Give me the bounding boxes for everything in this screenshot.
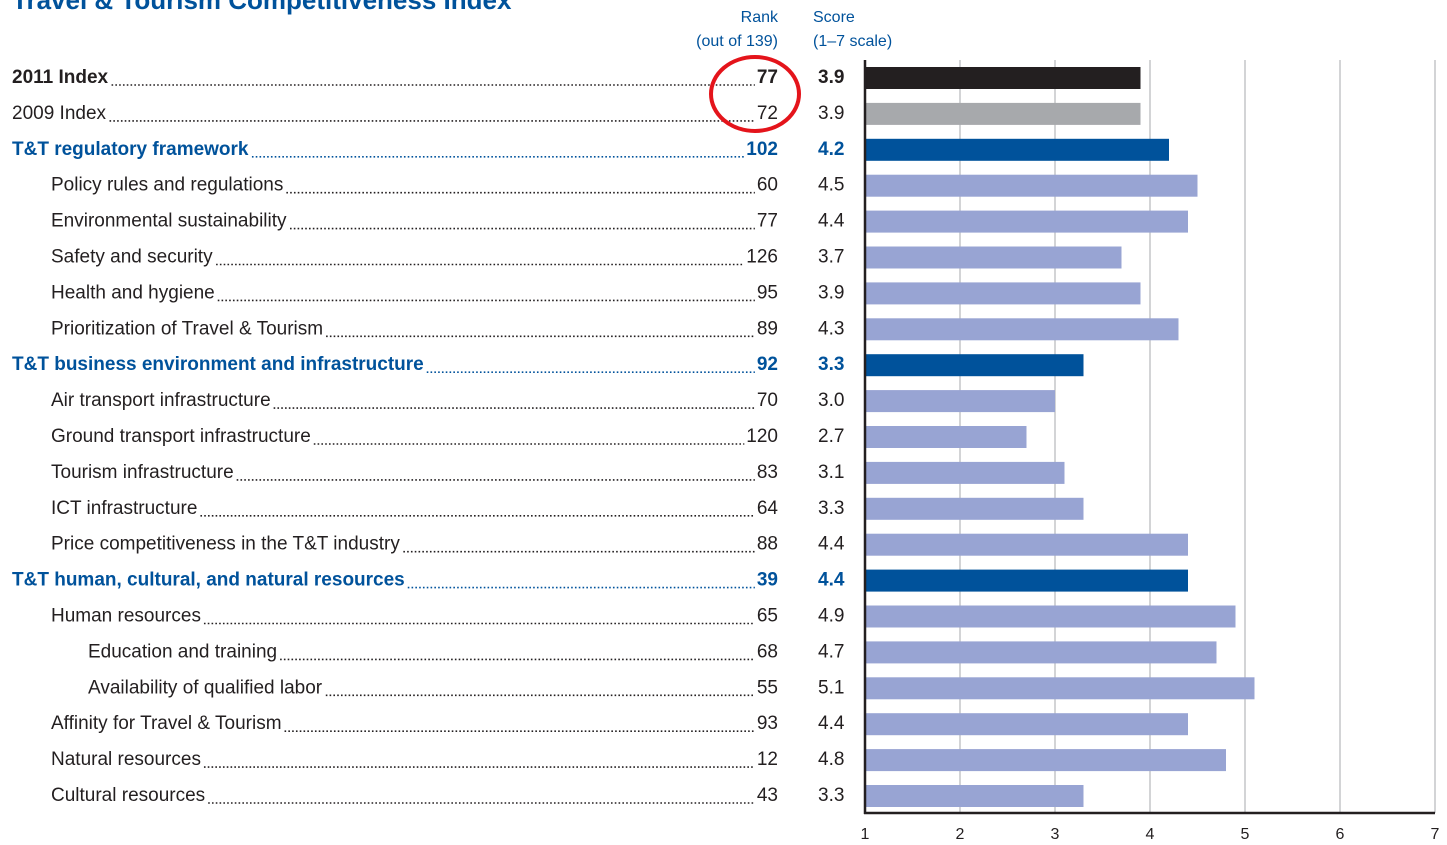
bar	[865, 785, 1084, 807]
rank: 65	[757, 606, 778, 627]
score-label: 3.7	[818, 247, 844, 268]
bar	[865, 569, 1188, 592]
chart-title: Travel & Tourism Competitiveness Index	[12, 0, 512, 15]
rank: 55	[757, 677, 778, 698]
score-subheader: (1–7 scale)	[813, 33, 892, 50]
rank: 72	[757, 103, 778, 124]
bar	[865, 641, 1217, 664]
x-tick-label: 1	[861, 826, 870, 843]
score-label: 4.8	[818, 749, 844, 770]
score-label: 4.2	[818, 139, 844, 160]
bar	[865, 246, 1122, 269]
rank: 60	[757, 175, 778, 196]
rank: 120	[746, 426, 778, 447]
rows: 2011 Index 77 3.9 2009 Index 72 3.9 T&T regula…	[12, 67, 1255, 807]
score-label: 3.9	[818, 67, 844, 88]
row-label: Education and training	[88, 641, 277, 662]
score-label: 3.3	[818, 785, 844, 806]
x-tick-label: 6	[1336, 826, 1345, 843]
rank: 64	[757, 498, 779, 519]
x-tick-label: 5	[1241, 826, 1250, 843]
row-label: Ground transport infrastructure	[51, 426, 311, 447]
x-tick-label: 3	[1051, 826, 1060, 843]
score-header: Score	[813, 9, 855, 26]
rank: 77	[757, 211, 778, 232]
bar	[865, 605, 1236, 628]
bar	[865, 318, 1179, 341]
score-label: 4.3	[818, 318, 844, 339]
score-label: 3.9	[818, 282, 844, 303]
rank: 126	[746, 247, 778, 268]
rank: 77	[757, 67, 778, 88]
highlight-circle	[709, 55, 801, 133]
row-label: T&T human, cultural, and natural resourc…	[12, 570, 405, 591]
score-label: 3.9	[818, 103, 844, 124]
bar	[865, 749, 1226, 772]
score-label: 5.1	[818, 677, 844, 698]
row-label: Safety and security	[51, 247, 213, 268]
rank: 43	[757, 785, 778, 806]
rank: 83	[757, 462, 778, 483]
rank: 92	[757, 354, 778, 375]
row-label: T&T business environment and infrastruct…	[12, 354, 424, 375]
row-label: 2009 Index	[12, 103, 107, 124]
x-tick-label: 7	[1431, 826, 1440, 843]
rank: 95	[757, 282, 778, 303]
row-label: Availability of qualified labor	[88, 677, 323, 698]
row-label: Affinity for Travel & Tourism	[51, 713, 282, 734]
bar	[865, 497, 1084, 520]
x-tick-label: 2	[956, 826, 965, 843]
bar	[865, 282, 1141, 305]
rank: 68	[757, 641, 778, 662]
row-label: Natural resources	[51, 749, 201, 770]
bar	[865, 102, 1141, 125]
rank: 39	[757, 570, 778, 591]
row-label: T&T regulatory framework	[12, 139, 249, 160]
score-label: 4.7	[818, 641, 844, 662]
bar	[865, 677, 1255, 700]
score-label: 3.0	[818, 390, 844, 411]
score-label: 4.4	[818, 713, 845, 734]
row-label: 2011 Index	[12, 67, 109, 88]
row-label: Prioritization of Travel & Tourism	[51, 318, 323, 339]
bar	[865, 67, 1141, 89]
score-label: 3.1	[818, 462, 844, 483]
row-label: ICT infrastructure	[51, 498, 197, 519]
score-label: 4.4	[818, 534, 845, 555]
x-tick-label: 4	[1146, 826, 1155, 843]
row-label: Policy rules and regulations	[51, 175, 283, 196]
rank: 93	[757, 713, 778, 734]
score-label: 4.5	[818, 175, 844, 196]
rank: 102	[746, 139, 778, 160]
bar	[865, 461, 1065, 484]
row-label: Health and hygiene	[51, 282, 215, 303]
rank: 70	[757, 390, 778, 411]
score-label: 3.3	[818, 354, 844, 375]
bar	[865, 174, 1198, 197]
bar	[865, 426, 1027, 448]
score-label: 4.9	[818, 606, 844, 627]
row-label: Human resources	[51, 606, 201, 627]
bar	[865, 713, 1188, 736]
rank-header: Rank	[741, 9, 779, 26]
row-label: Cultural resources	[51, 785, 205, 806]
bar	[865, 138, 1169, 161]
row-label: Environmental sustainability	[51, 211, 287, 232]
row-label: Tourism infrastructure	[51, 462, 234, 483]
bar	[865, 354, 1084, 377]
score-label: 4.4	[818, 211, 845, 232]
row-label: Price competitiveness in the T&T industr…	[51, 534, 400, 555]
rank-subheader: (out of 139)	[696, 33, 778, 50]
row-label: Air transport infrastructure	[51, 390, 271, 411]
bar	[865, 210, 1188, 233]
score-label: 4.4	[818, 570, 845, 591]
score-label: 2.7	[818, 426, 844, 447]
rank: 12	[757, 749, 778, 770]
rank: 88	[757, 534, 778, 555]
score-label: 3.3	[818, 498, 844, 519]
rank: 89	[757, 318, 778, 339]
bar	[865, 533, 1188, 556]
bar	[865, 390, 1055, 413]
